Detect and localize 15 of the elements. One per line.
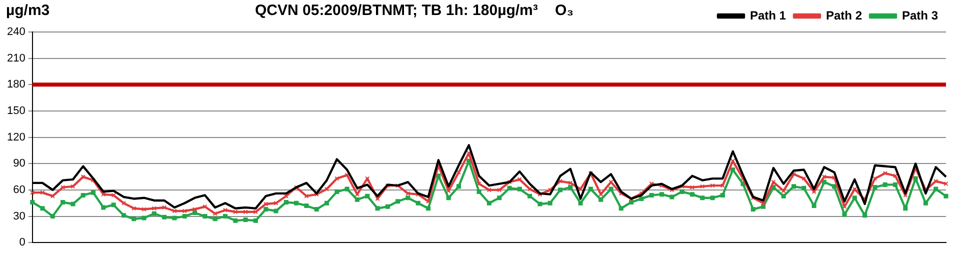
y-axis-title: µg/m3 [6, 2, 50, 19]
text: O₃ [555, 2, 574, 19]
y-tick-label: 90 [13, 158, 26, 170]
y-tick-label: 210 [6, 52, 26, 64]
y-tick-label: 240 [6, 26, 26, 38]
legend-label: Path 3 [902, 8, 938, 22]
y-tick-label: 30 [13, 210, 26, 222]
legend-label: Path 2 [826, 8, 862, 22]
y-tick-label: 150 [6, 105, 26, 118]
chart-title: QCVN 05:2009/BTNMT; TB 1h: 180µg/m³ [255, 2, 538, 19]
y-tick-label: 120 [6, 131, 26, 144]
legend-label: Path 1 [750, 8, 786, 22]
y-tick-label: 60 [13, 184, 26, 196]
y-tick-label: 180 [6, 78, 26, 91]
y-tick-label: 0 [19, 236, 26, 249]
